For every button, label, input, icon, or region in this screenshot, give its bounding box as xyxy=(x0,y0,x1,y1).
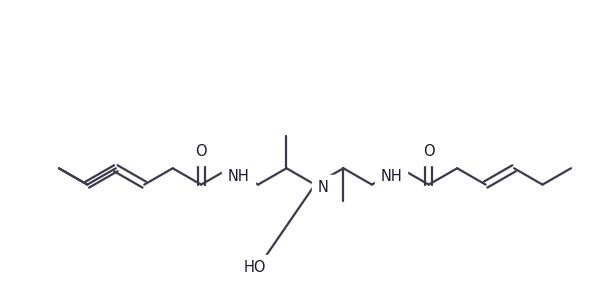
Text: HO: HO xyxy=(244,260,266,275)
Text: O: O xyxy=(423,144,434,160)
Text: NH: NH xyxy=(380,169,402,184)
Text: N: N xyxy=(318,180,329,195)
Text: O: O xyxy=(195,144,207,160)
Text: NH: NH xyxy=(228,169,250,184)
